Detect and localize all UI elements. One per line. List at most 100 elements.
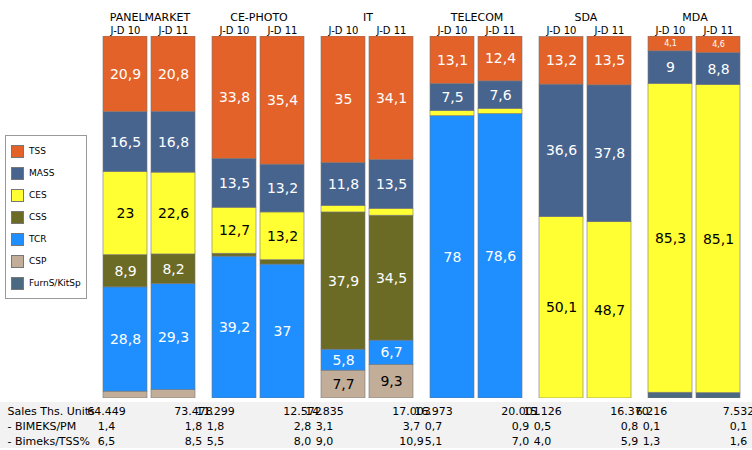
svg-text:7.532: 7.532 — [723, 405, 752, 418]
svg-text:3,7: 3,7 — [403, 420, 421, 433]
svg-text:IT: IT — [363, 11, 373, 24]
svg-text:13,2: 13,2 — [267, 180, 298, 196]
svg-text:0,7: 0,7 — [425, 420, 443, 433]
svg-text:J-D 10: J-D 10 — [328, 25, 359, 36]
svg-text:11.299: 11.299 — [196, 405, 235, 418]
svg-text:48,7: 48,7 — [594, 302, 625, 318]
svg-text:J-D 11: J-D 11 — [594, 25, 625, 36]
svg-text:J-D 11: J-D 11 — [267, 25, 298, 36]
svg-text:85,1: 85,1 — [703, 231, 734, 247]
svg-text:13,5: 13,5 — [219, 175, 250, 191]
svg-text:J-D 10: J-D 10 — [219, 25, 250, 36]
svg-text:64.449: 64.449 — [87, 404, 126, 418]
svg-text:1,6: 1,6 — [730, 435, 748, 448]
svg-text:J-D 10: J-D 10 — [110, 25, 141, 36]
svg-text:J-D 11: J-D 11 — [376, 25, 407, 36]
svg-text:12,7: 12,7 — [219, 222, 250, 238]
svg-text:13,5: 13,5 — [594, 52, 625, 68]
svg-text:3,1: 3,1 — [316, 420, 334, 433]
svg-text:85,3: 85,3 — [655, 230, 686, 246]
svg-text:8,5: 8,5 — [185, 435, 203, 448]
svg-text:9: 9 — [666, 59, 675, 75]
svg-text:15.126: 15.126 — [523, 405, 562, 418]
svg-text:4,6: 4,6 — [712, 40, 725, 49]
svg-text:13,2: 13,2 — [267, 228, 298, 244]
svg-text:34,5: 34,5 — [376, 270, 407, 286]
svg-text:J-D 11: J-D 11 — [158, 25, 189, 36]
svg-text:5,8: 5,8 — [332, 352, 354, 368]
svg-text:22,6: 22,6 — [158, 205, 189, 221]
svg-text:0,8: 0,8 — [621, 420, 639, 433]
svg-text:16,5: 16,5 — [110, 134, 141, 150]
svg-text:J-D 10: J-D 10 — [655, 25, 686, 36]
svg-text:37,8: 37,8 — [594, 145, 625, 161]
svg-text:13,5: 13,5 — [376, 176, 407, 192]
svg-text:1,8: 1,8 — [207, 420, 225, 433]
svg-text:8,8: 8,8 — [707, 61, 729, 77]
svg-text:20,8: 20,8 — [158, 66, 189, 82]
svg-text:13,1: 13,1 — [437, 52, 468, 68]
svg-text:8,2: 8,2 — [162, 261, 184, 277]
svg-text:1,4: 1,4 — [98, 420, 116, 433]
svg-text:MDA: MDA — [682, 11, 708, 24]
svg-text:78,6: 78,6 — [485, 248, 516, 264]
svg-text:16.973: 16.973 — [414, 405, 453, 418]
svg-text:73.478: 73.478 — [174, 404, 213, 418]
svg-text:J-D 11: J-D 11 — [703, 25, 734, 36]
svg-text:5,9: 5,9 — [621, 435, 639, 448]
svg-text:8,0: 8,0 — [294, 435, 312, 448]
svg-text:35,4: 35,4 — [267, 92, 298, 108]
svg-text:1,8: 1,8 — [185, 420, 203, 433]
svg-text:J-D 10: J-D 10 — [546, 25, 577, 36]
svg-text:16,8: 16,8 — [158, 134, 189, 150]
svg-text:2,8: 2,8 — [294, 420, 312, 433]
svg-text:J-D 10: J-D 10 — [437, 25, 468, 36]
svg-text:34,1: 34,1 — [376, 90, 407, 106]
svg-text:39,2: 39,2 — [219, 319, 250, 335]
svg-text:9,3: 9,3 — [380, 373, 402, 389]
svg-text:SDA: SDA — [575, 11, 598, 24]
svg-text:J-D 11: J-D 11 — [485, 25, 516, 36]
svg-text:11,8: 11,8 — [328, 176, 359, 192]
svg-text:0,9: 0,9 — [512, 420, 530, 433]
svg-text:10,9: 10,9 — [399, 435, 424, 448]
svg-text:37: 37 — [274, 323, 292, 339]
svg-text:PANELMARKET: PANELMARKET — [110, 11, 191, 24]
svg-text:CE-PHOTO: CE-PHOTO — [230, 11, 288, 24]
svg-text:20,9: 20,9 — [110, 66, 141, 82]
svg-text:4,0: 4,0 — [534, 435, 552, 448]
svg-text:5,1: 5,1 — [425, 435, 443, 448]
svg-text:1,3: 1,3 — [643, 435, 661, 448]
svg-text:14.835: 14.835 — [305, 405, 344, 418]
svg-text:6,7: 6,7 — [380, 344, 402, 360]
svg-text:8,9: 8,9 — [114, 263, 136, 279]
svg-text:9,0: 9,0 — [316, 435, 334, 448]
svg-text:4,1: 4,1 — [664, 39, 677, 48]
svg-text:12,4: 12,4 — [485, 50, 516, 66]
svg-text:78: 78 — [444, 249, 462, 265]
svg-text:7,7: 7,7 — [332, 376, 354, 392]
svg-text:29,3: 29,3 — [158, 329, 189, 345]
svg-text:7,5: 7,5 — [441, 89, 463, 105]
svg-text:37,9: 37,9 — [328, 273, 359, 289]
svg-text:TELECOM: TELECOM — [450, 11, 504, 24]
svg-text:33,8: 33,8 — [219, 89, 250, 105]
svg-text:7,0: 7,0 — [512, 435, 530, 448]
svg-text:5,5: 5,5 — [207, 435, 225, 448]
svg-text:35: 35 — [335, 91, 353, 107]
svg-text:7,6: 7,6 — [489, 87, 511, 103]
svg-text:50,1: 50,1 — [546, 299, 577, 315]
svg-text:0,5: 0,5 — [534, 420, 552, 433]
svg-text:28,8: 28,8 — [110, 331, 141, 347]
svg-text:6,5: 6,5 — [98, 435, 116, 448]
svg-text:12.572: 12.572 — [283, 404, 322, 418]
svg-text:13,2: 13,2 — [546, 52, 577, 68]
svg-text:6.216: 6.216 — [636, 405, 668, 418]
svg-text:Sales Ths. Units: Sales Ths. Units — [8, 405, 96, 418]
svg-text:- BIMEKS/PM: - BIMEKS/PM — [8, 420, 77, 433]
svg-text:0,1: 0,1 — [730, 420, 748, 433]
svg-text:23: 23 — [117, 205, 135, 221]
svg-text:- Bimeks/TSS%: - Bimeks/TSS% — [8, 435, 91, 448]
svg-text:0,1: 0,1 — [643, 420, 661, 433]
svg-text:36,6: 36,6 — [546, 142, 577, 158]
